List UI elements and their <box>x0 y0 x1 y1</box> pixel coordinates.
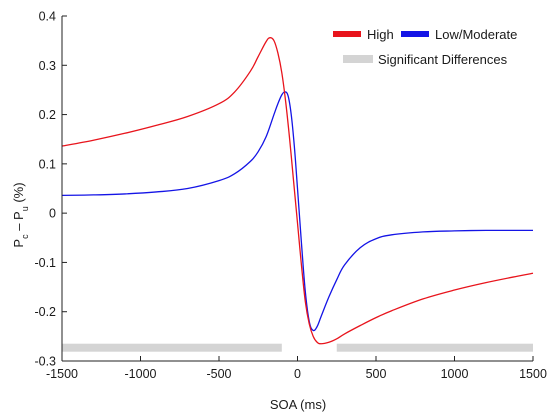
y-tick-label: 0 <box>49 207 56 221</box>
y-axis-title-sub1: c <box>20 234 30 239</box>
x-tick-label: 0 <box>294 367 301 381</box>
y-tick-label: 0.4 <box>39 10 56 24</box>
significance-bar-1 <box>62 343 282 352</box>
x-tick-label: -1500 <box>46 367 78 381</box>
y-tick-label: -0.3 <box>34 355 56 369</box>
x-tick-label: 1500 <box>519 367 547 381</box>
axes: -1500 -1000 -500 0 500 1000 1500 -0.3 -0.2 -0.1 0 0… <box>34 10 546 382</box>
x-tick-label: 500 <box>366 367 387 381</box>
legend-swatch-significant <box>343 55 373 63</box>
legend-swatch-low-moderate <box>401 31 429 37</box>
y-axis-title-sub2: u <box>20 206 30 211</box>
x-tick-label: 1000 <box>441 367 469 381</box>
y-tick-label: 0.3 <box>39 59 56 73</box>
x-axis-title: SOA (ms) <box>270 397 326 412</box>
x-tick-label: -500 <box>206 367 231 381</box>
series-lines <box>61 37 534 345</box>
y-axis-title-unit: (%) <box>11 182 26 206</box>
legend-swatch-high <box>333 31 361 37</box>
y-tick-label: -0.1 <box>34 256 56 270</box>
x-tick-label: -1000 <box>125 367 157 381</box>
series-line-high <box>61 37 534 345</box>
y-tick-label: -0.2 <box>34 305 56 319</box>
significance-bars <box>62 343 533 352</box>
series-line-low-moderate <box>61 91 533 332</box>
y-axis-title-main: P <box>11 239 26 248</box>
legend-label-low-moderate: Low/Moderate <box>435 27 517 42</box>
y-axis-title: Pc – Pu (%) <box>11 182 30 247</box>
y-tick-label: 0.2 <box>39 108 56 122</box>
y-axis-title-mid: – P <box>11 211 26 234</box>
legend: High Low/Moderate Significant Differences <box>333 27 517 67</box>
legend-label-high: High <box>367 27 394 42</box>
significance-bar-2 <box>336 343 533 352</box>
y-tick-label: 0.1 <box>39 157 56 171</box>
legend-label-significant: Significant Differences <box>378 52 508 67</box>
